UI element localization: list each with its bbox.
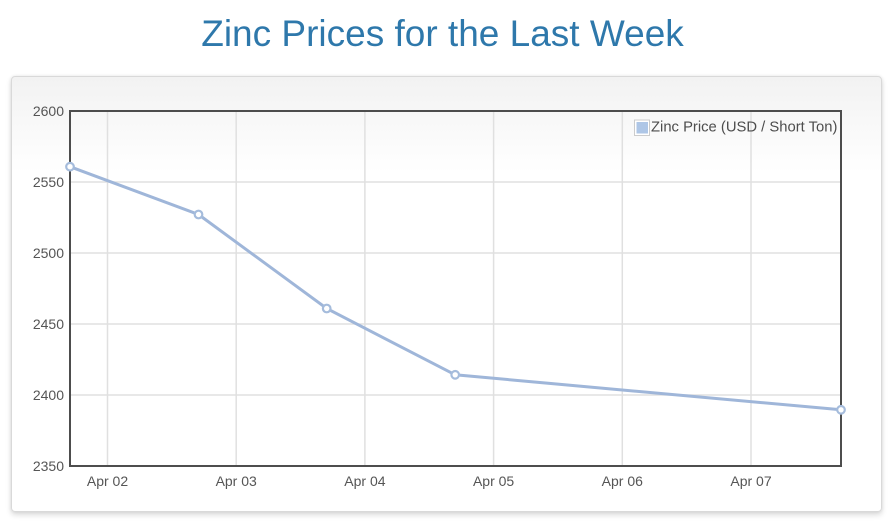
svg-text:Apr 06: Apr 06 bbox=[602, 473, 643, 489]
svg-text:2500: 2500 bbox=[33, 245, 64, 261]
svg-text:Apr 02: Apr 02 bbox=[87, 473, 128, 489]
svg-text:Apr 07: Apr 07 bbox=[730, 473, 771, 489]
svg-text:2400: 2400 bbox=[33, 387, 64, 403]
svg-text:2550: 2550 bbox=[33, 174, 64, 190]
svg-text:2350: 2350 bbox=[33, 458, 64, 474]
svg-text:2600: 2600 bbox=[33, 103, 64, 119]
svg-text:Apr 03: Apr 03 bbox=[216, 473, 257, 489]
svg-text:Apr 04: Apr 04 bbox=[344, 473, 385, 489]
svg-text:Apr 05: Apr 05 bbox=[473, 473, 514, 489]
svg-text:2450: 2450 bbox=[33, 316, 64, 332]
svg-text:Zinc Price (USD / Short Ton): Zinc Price (USD / Short Ton) bbox=[651, 119, 837, 135]
